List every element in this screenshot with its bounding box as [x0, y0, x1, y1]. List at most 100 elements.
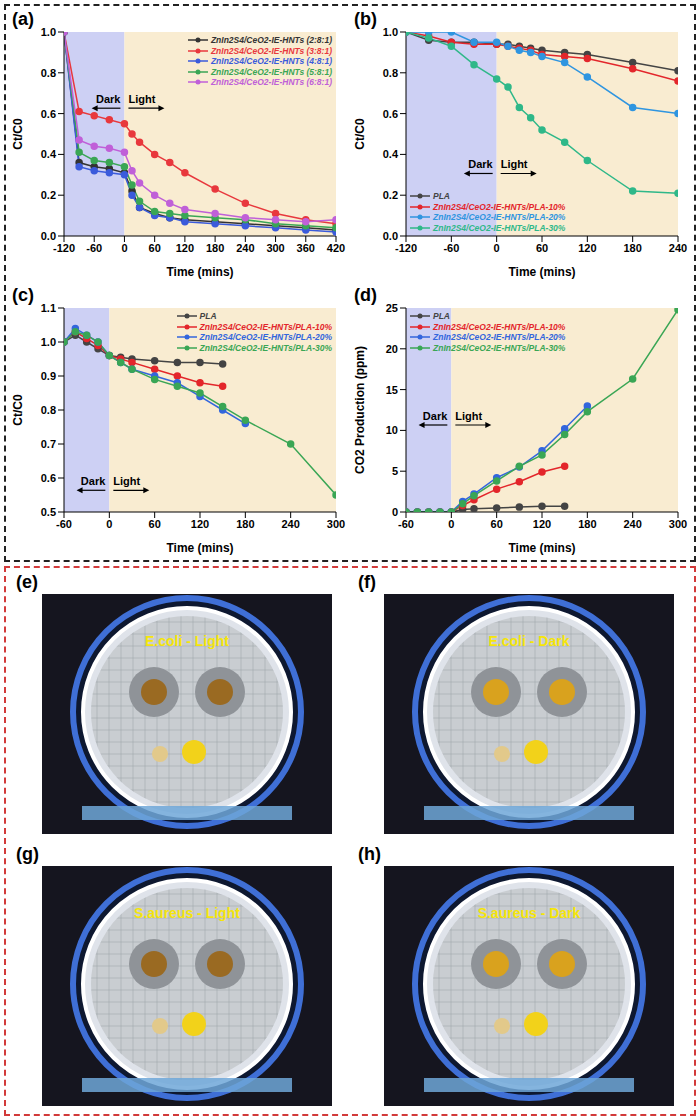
- svg-text:300: 300: [669, 518, 687, 530]
- html-text:ZnIn2S4/CeO2-IE-HNTs/PLA-20%: ZnIn2S4/CeO2-IE-HNTs/PLA-20%: [433, 332, 566, 343]
- svg-text:240: 240: [236, 242, 254, 254]
- svg-text:0: 0: [494, 242, 500, 254]
- html-text:(f): (f): [358, 572, 376, 592]
- html-text:ZnIn2S4/CeO2-IE-HNTs/PLA-30%: ZnIn2S4/CeO2-IE-HNTs/PLA-30%: [433, 222, 566, 233]
- svg-text:Ct/C0: Ct/C0: [353, 118, 367, 150]
- svg-text:0.4: 0.4: [383, 148, 399, 160]
- svg-text:Light: Light: [128, 93, 155, 105]
- svg-text:Time (mins): Time (mins): [508, 541, 575, 555]
- html-text:PLA: PLA: [199, 311, 217, 322]
- svg-text:1.0: 1.0: [41, 336, 56, 348]
- svg-text:300: 300: [266, 242, 284, 254]
- svg-text:0.6: 0.6: [41, 108, 56, 120]
- svg-text:0.4: 0.4: [41, 148, 57, 160]
- html-text:ZnIn2S4/CeO2-IE-HNTs/PLA-30%: ZnIn2S4/CeO2-IE-HNTs/PLA-30%: [199, 342, 332, 353]
- svg-text:0.6: 0.6: [41, 472, 56, 484]
- html-text:ZnIn2S4/CeO2-IE-HNTs (4:8:1): ZnIn2S4/CeO2-IE-HNTs (4:8:1): [210, 56, 332, 67]
- svg-text:-120: -120: [395, 242, 417, 254]
- svg-text:Dark: Dark: [468, 158, 493, 170]
- svg-text:-120: -120: [53, 242, 75, 254]
- html-text:ZnIn2S4/CeO2-IE-HNTs (5:8:1): ZnIn2S4/CeO2-IE-HNTs (5:8:1): [210, 66, 332, 77]
- svg-text:0.2: 0.2: [383, 189, 398, 201]
- html-text:ZnIn2S4/CeO2-IE-HNTs/PLA-10%: ZnIn2S4/CeO2-IE-HNTs/PLA-10%: [433, 321, 566, 332]
- svg-text:180: 180: [578, 518, 596, 530]
- svg-text:-60: -60: [443, 242, 459, 254]
- html-text:(b): (b): [354, 9, 377, 29]
- svg-text:0: 0: [392, 506, 398, 518]
- svg-text:0: 0: [106, 518, 112, 530]
- svg-text:Light: Light: [501, 158, 528, 170]
- svg-text:E.coli - Dark: E.coli - Dark: [489, 633, 570, 649]
- svg-text:0: 0: [448, 518, 454, 530]
- svg-text:300: 300: [327, 518, 345, 530]
- html-text:ZnIn2S4/CeO2-IE-HNTs/PLA-10%: ZnIn2S4/CeO2-IE-HNTs/PLA-10%: [199, 321, 332, 332]
- svg-text:60: 60: [149, 518, 161, 530]
- html-text:ZnIn2S4/CeO2-IE-HNTs/PLA-10%: ZnIn2S4/CeO2-IE-HNTs/PLA-10%: [433, 201, 566, 212]
- svg-text:120: 120: [176, 242, 194, 254]
- svg-text:15: 15: [386, 384, 398, 396]
- svg-text:60: 60: [491, 518, 503, 530]
- svg-text:-60: -60: [56, 518, 72, 530]
- svg-text:120: 120: [191, 518, 209, 530]
- svg-text:-60: -60: [398, 518, 414, 530]
- svg-text:240: 240: [669, 242, 687, 254]
- svg-text:E.coli - Light: E.coli - Light: [145, 633, 229, 649]
- svg-text:Time (mins): Time (mins): [508, 265, 575, 279]
- svg-text:1.1: 1.1: [41, 302, 56, 314]
- svg-text:CO2 Production (ppm): CO2 Production (ppm): [353, 346, 367, 474]
- html-text:ZnIn2S4/CeO2-IE-HNTs/PLA-20%: ZnIn2S4/CeO2-IE-HNTs/PLA-20%: [433, 212, 566, 223]
- svg-text:Dark: Dark: [96, 93, 121, 105]
- svg-text:Ct/C0: Ct/C0: [11, 394, 25, 426]
- svg-text:1.0: 1.0: [41, 26, 56, 38]
- svg-text:60: 60: [149, 242, 161, 254]
- svg-text:120: 120: [578, 242, 596, 254]
- html-text:(a): (a): [12, 9, 34, 29]
- svg-text:20: 20: [386, 343, 398, 355]
- svg-text:Light: Light: [455, 410, 482, 422]
- svg-text:0.8: 0.8: [41, 404, 56, 416]
- html-text:PLA: PLA: [433, 191, 450, 202]
- svg-text:240: 240: [281, 518, 299, 530]
- html-text:(g): (g): [16, 844, 39, 864]
- svg-text:0.8: 0.8: [41, 67, 56, 79]
- svg-text:120: 120: [533, 518, 551, 530]
- html-text:ZnIn2S4/CeO2-IE-HNTs (3:8:1): ZnIn2S4/CeO2-IE-HNTs (3:8:1): [210, 45, 332, 56]
- svg-text:10: 10: [386, 424, 398, 436]
- html-text:(c): (c): [12, 285, 34, 305]
- html-text:(e): (e): [16, 572, 38, 592]
- svg-text:240: 240: [623, 518, 641, 530]
- svg-text:S.aureus - Dark: S.aureus - Dark: [478, 905, 581, 921]
- svg-text:0.2: 0.2: [41, 189, 56, 201]
- svg-text:0.6: 0.6: [383, 108, 398, 120]
- svg-text:Ct/C0: Ct/C0: [11, 118, 25, 150]
- svg-text:Time (mins): Time (mins): [166, 541, 233, 555]
- html-text:(h): (h): [358, 844, 381, 864]
- svg-text:5: 5: [392, 465, 398, 477]
- svg-text:180: 180: [623, 242, 641, 254]
- svg-text:360: 360: [297, 242, 315, 254]
- svg-text:25: 25: [386, 302, 398, 314]
- svg-text:180: 180: [236, 518, 254, 530]
- svg-text:0.0: 0.0: [383, 230, 398, 242]
- svg-text:Dark: Dark: [81, 475, 106, 487]
- html-text:ZnIn2S4/CeO2-IE-HNTs (6:8:1): ZnIn2S4/CeO2-IE-HNTs (6:8:1): [210, 77, 332, 88]
- html-text:ZnIn2S4/CeO2-IE-HNTs/PLA-20%: ZnIn2S4/CeO2-IE-HNTs/PLA-20%: [199, 332, 332, 343]
- svg-text:0.0: 0.0: [41, 230, 56, 242]
- svg-text:420: 420: [327, 242, 345, 254]
- svg-text:0.9: 0.9: [41, 370, 56, 382]
- html-text:PLA: PLA: [433, 311, 450, 322]
- svg-text:0.7: 0.7: [41, 438, 56, 450]
- svg-text:0.8: 0.8: [383, 67, 398, 79]
- svg-text:S.aureus - Light: S.aureus - Light: [134, 905, 240, 921]
- svg-text:Time (mins): Time (mins): [166, 265, 233, 279]
- svg-text:0.5: 0.5: [41, 506, 56, 518]
- html-text:ZnIn2S4/CeO2-IE-HNTs (2:8:1): ZnIn2S4/CeO2-IE-HNTs (2:8:1): [210, 35, 332, 46]
- svg-text:Dark: Dark: [423, 410, 448, 422]
- svg-text:Light: Light: [113, 475, 140, 487]
- svg-text:180: 180: [206, 242, 224, 254]
- svg-text:1.0: 1.0: [383, 26, 398, 38]
- svg-text:60: 60: [536, 242, 548, 254]
- svg-text:0: 0: [121, 242, 127, 254]
- html-text:(d): (d): [354, 285, 377, 305]
- svg-text:-60: -60: [86, 242, 102, 254]
